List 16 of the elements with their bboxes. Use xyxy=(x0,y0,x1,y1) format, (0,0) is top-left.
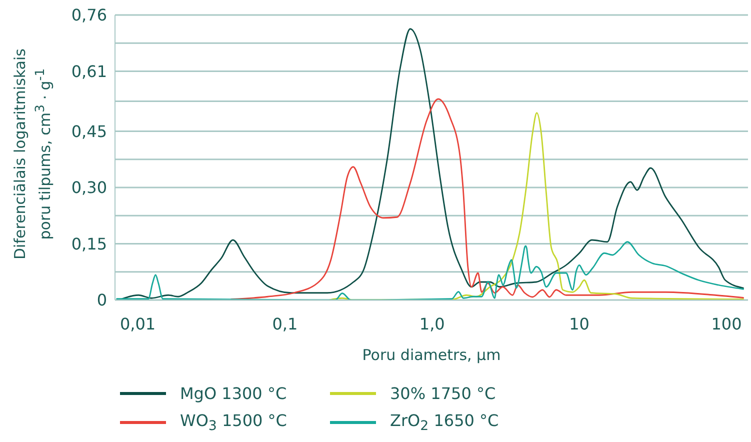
legend-label: WO$_{3}$ 1500 °C xyxy=(180,411,287,434)
y-tick-label: 0 xyxy=(96,290,107,310)
x-tick-label: 100 xyxy=(711,314,742,334)
x-tick-label: 0,01 xyxy=(120,314,156,334)
x-tick-label: 10 xyxy=(569,314,590,334)
x-tick-label: 1,0 xyxy=(419,314,445,334)
y-tick-label: 0,15 xyxy=(71,234,107,254)
x-tick-label: 0,1 xyxy=(272,314,298,334)
y-tick-label: 0,30 xyxy=(71,178,107,198)
y-tick-label: 0,76 xyxy=(71,6,107,25)
legend-label: ZrO$_{2}$ 1650 °C xyxy=(390,411,499,434)
legend-label: MgO 1300 °C xyxy=(180,384,287,403)
y-tick-label: 0,61 xyxy=(71,62,107,81)
legend-label: 30% 1750 °C xyxy=(390,384,496,403)
x-axis-title: Poru diametrs, µm xyxy=(362,346,501,364)
y-tick-label: 0,45 xyxy=(71,122,107,141)
